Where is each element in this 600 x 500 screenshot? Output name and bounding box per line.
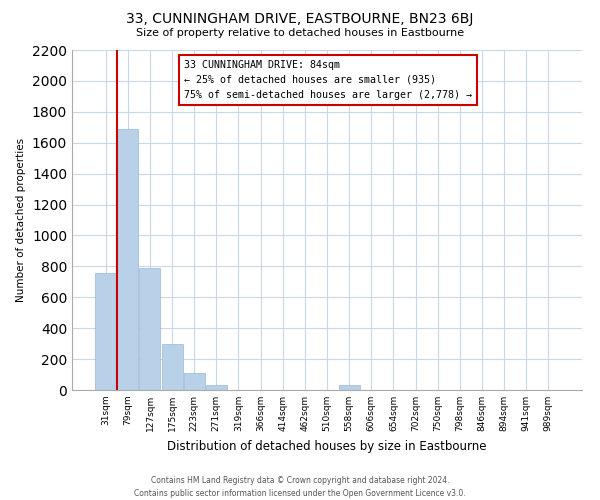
- Text: 33, CUNNINGHAM DRIVE, EASTBOURNE, BN23 6BJ: 33, CUNNINGHAM DRIVE, EASTBOURNE, BN23 6…: [127, 12, 473, 26]
- Bar: [139, 268, 160, 390]
- Bar: [184, 373, 205, 390]
- Bar: [118, 129, 139, 390]
- Text: 33 CUNNINGHAM DRIVE: 84sqm
← 25% of detached houses are smaller (935)
75% of sem: 33 CUNNINGHAM DRIVE: 84sqm ← 25% of deta…: [184, 60, 472, 100]
- Text: Size of property relative to detached houses in Eastbourne: Size of property relative to detached ho…: [136, 28, 464, 38]
- Bar: [161, 344, 182, 390]
- Text: Contains HM Land Registry data © Crown copyright and database right 2024.
Contai: Contains HM Land Registry data © Crown c…: [134, 476, 466, 498]
- X-axis label: Distribution of detached houses by size in Eastbourne: Distribution of detached houses by size …: [167, 440, 487, 452]
- Bar: [206, 384, 227, 390]
- Bar: [338, 386, 359, 390]
- Bar: [95, 272, 116, 390]
- Y-axis label: Number of detached properties: Number of detached properties: [16, 138, 26, 302]
